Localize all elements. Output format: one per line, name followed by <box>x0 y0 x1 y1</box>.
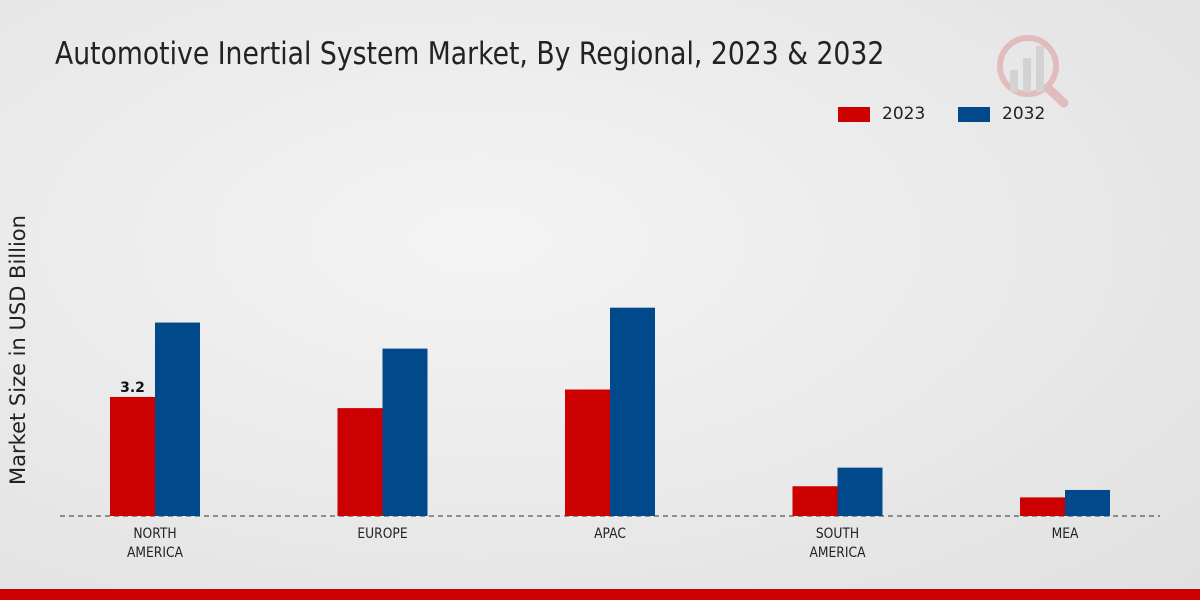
legend-label-2032: 2032 <box>1002 104 1046 124</box>
legend-swatch-2023 <box>838 106 870 122</box>
x-tick-label: MEA <box>1052 526 1079 542</box>
bar-2023-south-america <box>792 486 838 516</box>
legend-swatch-2032 <box>958 106 990 122</box>
footer-accent-bar <box>0 589 1200 600</box>
bar-2032-europe <box>382 348 428 516</box>
legend-item-2023: 2023 <box>838 104 925 124</box>
x-tick-label: APAC <box>594 526 626 542</box>
bar-2023-apac <box>565 389 610 516</box>
bar-2023-north-america <box>110 396 155 516</box>
x-tick-label: AMERICA <box>127 545 183 561</box>
x-tick-label: NORTH <box>133 526 176 542</box>
bar-2032-mea <box>1065 489 1110 516</box>
bar-2032-north-america <box>155 322 200 516</box>
legend-item-2032: 2032 <box>958 104 1045 124</box>
bar-2023-europe <box>337 408 383 516</box>
data-label: 3.2 <box>120 380 145 396</box>
x-tick-label: EUROPE <box>357 526 407 542</box>
bar-2032-south-america <box>837 467 883 516</box>
x-tick-label: SOUTH <box>816 526 859 542</box>
x-tick-label: AMERICA <box>809 545 865 561</box>
bar-2023-mea <box>1020 497 1065 516</box>
bar-2032-apac <box>610 307 655 516</box>
chart-title: Automotive Inertial System Market, By Re… <box>55 36 885 72</box>
watermark-logo-icon <box>997 35 1069 108</box>
legend-label-2023: 2023 <box>882 104 926 124</box>
